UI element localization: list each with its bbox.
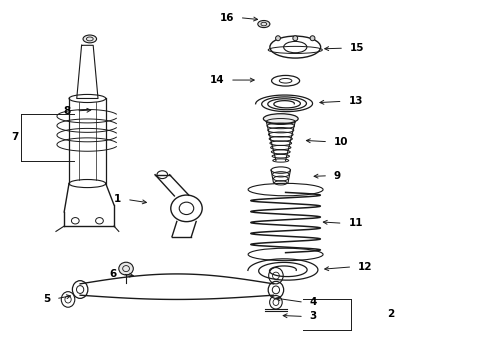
Ellipse shape xyxy=(257,21,269,28)
Text: 7: 7 xyxy=(11,132,19,143)
Text: 12: 12 xyxy=(357,262,372,272)
Text: 16: 16 xyxy=(219,13,233,23)
Ellipse shape xyxy=(119,262,133,275)
Ellipse shape xyxy=(275,36,280,41)
Text: 14: 14 xyxy=(209,75,224,85)
Ellipse shape xyxy=(263,114,298,123)
Text: 8: 8 xyxy=(63,106,70,116)
Ellipse shape xyxy=(83,35,96,43)
Ellipse shape xyxy=(309,36,314,41)
Text: 1: 1 xyxy=(114,194,121,204)
Ellipse shape xyxy=(292,36,297,41)
Text: 10: 10 xyxy=(333,137,348,147)
Text: 11: 11 xyxy=(348,218,362,228)
Text: 4: 4 xyxy=(309,297,317,307)
Text: 2: 2 xyxy=(386,309,393,319)
Text: 3: 3 xyxy=(309,311,316,321)
Text: 6: 6 xyxy=(109,269,116,279)
Text: 5: 5 xyxy=(43,294,50,304)
Text: 15: 15 xyxy=(349,43,364,53)
Text: 13: 13 xyxy=(348,96,362,106)
Text: 9: 9 xyxy=(333,171,340,181)
